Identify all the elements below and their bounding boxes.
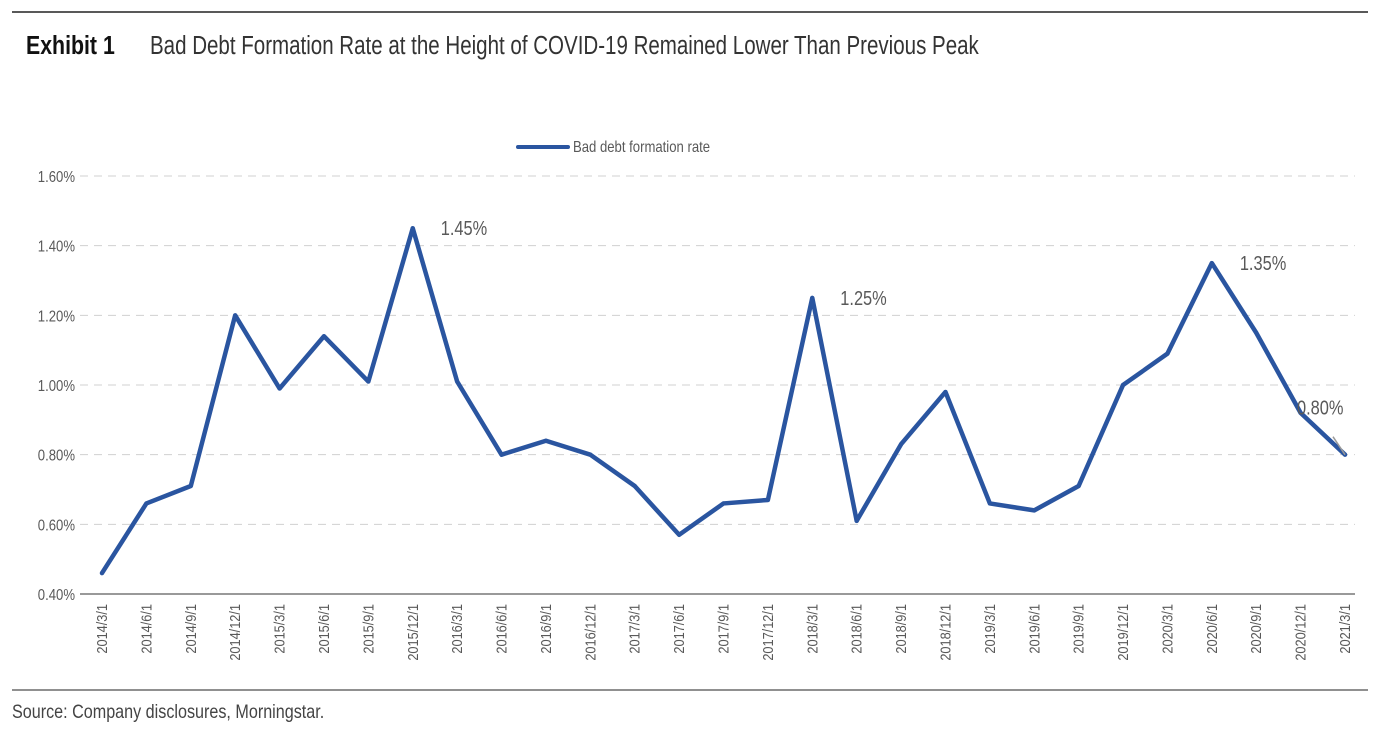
data-point <box>144 501 149 506</box>
legend-label: Bad debt formation rate <box>573 139 710 156</box>
x-tick-label: 2015/12/1 <box>404 604 421 661</box>
y-tick-label: 1.20% <box>38 308 75 325</box>
exhibit-label: Exhibit 1 <box>26 31 115 61</box>
data-point <box>499 452 504 457</box>
data-point <box>632 484 637 489</box>
x-tick-label: 2020/12/1 <box>1292 604 1309 661</box>
data-point <box>1032 508 1037 513</box>
y-tick-label: 0.80% <box>38 448 75 465</box>
x-tick-label: 2014/3/1 <box>93 604 110 654</box>
y-tick-label: 1.40% <box>38 239 75 256</box>
data-point <box>943 389 948 394</box>
x-tick-label: 2015/3/1 <box>271 604 288 654</box>
source-note: Source: Company disclosures, Morningstar… <box>12 701 324 723</box>
data-point <box>854 518 859 523</box>
x-tick-label: 2021/3/1 <box>1336 604 1353 654</box>
data-point <box>100 571 104 576</box>
series-line-group <box>99 226 1348 576</box>
y-axis-ticks: 0.40% 0.60% 0.80% 1.00% 1.20% 1.40% 1.60% <box>38 169 75 604</box>
x-tick-label: 2019/6/1 <box>1025 604 1042 654</box>
y-tick-label: 0.60% <box>38 517 75 534</box>
x-tick-label: 2017/3/1 <box>626 604 643 654</box>
x-tick-label: 2016/12/1 <box>581 604 598 661</box>
x-tick-label: 2018/9/1 <box>892 604 909 654</box>
x-tick-label: 2017/12/1 <box>759 604 776 661</box>
y-tick-label: 0.40% <box>38 587 75 604</box>
annotations: 1.45% 1.25% 1.35% 0.80% <box>441 217 1346 456</box>
data-point <box>721 501 726 506</box>
y-tick-label: 1.00% <box>38 378 75 395</box>
data-point <box>1298 410 1303 415</box>
x-tick-label: 2020/9/1 <box>1247 604 1264 654</box>
x-tick-label: 2018/3/1 <box>803 604 820 654</box>
data-point <box>233 313 238 318</box>
x-tick-label: 2015/6/1 <box>315 604 332 654</box>
data-point <box>1121 383 1126 387</box>
x-tick-label: 2019/9/1 <box>1070 604 1087 654</box>
gridlines <box>80 175 1355 595</box>
data-point <box>899 442 904 447</box>
x-tick-label: 2014/9/1 <box>182 604 199 654</box>
data-point <box>188 484 193 489</box>
x-tick-label: 2018/6/1 <box>848 604 865 654</box>
data-point <box>366 379 371 384</box>
x-axis-ticks: 2014/3/1 2014/6/1 2014/9/1 2014/12/1 2015/3/… <box>93 604 1353 661</box>
data-point <box>987 501 992 506</box>
y-tick-label: 1.60% <box>38 169 75 186</box>
data-point <box>410 226 415 231</box>
data-point <box>1209 261 1214 266</box>
x-tick-label: 2016/3/1 <box>448 604 465 654</box>
data-label: 0.80% <box>1297 396 1343 419</box>
x-tick-label: 2014/12/1 <box>226 604 243 661</box>
data-point <box>765 497 770 502</box>
data-point <box>455 379 460 384</box>
x-tick-label: 2019/3/1 <box>981 604 998 654</box>
x-tick-label: 2018/12/1 <box>936 604 953 661</box>
annotation-leader <box>1332 436 1346 456</box>
data-label: 1.35% <box>1240 251 1286 274</box>
data-point <box>321 334 326 339</box>
x-tick-label: 2016/6/1 <box>493 604 510 654</box>
x-tick-label: 2020/3/1 <box>1158 604 1175 654</box>
x-tick-label: 2019/12/1 <box>1114 604 1131 661</box>
x-tick-label: 2016/9/1 <box>537 604 554 654</box>
data-point <box>588 452 593 457</box>
x-tick-label: 2014/6/1 <box>137 604 154 654</box>
chart-title: Bad Debt Formation Rate at the Height of… <box>150 31 979 60</box>
data-point <box>1165 351 1170 356</box>
x-tick-label: 2017/6/1 <box>670 604 687 654</box>
x-tick-label: 2017/9/1 <box>714 604 731 654</box>
data-point <box>1076 484 1081 489</box>
x-tick-label: 2020/6/1 <box>1203 604 1220 654</box>
series-line-bad-debt-formation-rate <box>99 226 1348 576</box>
data-point <box>677 532 682 537</box>
data-label: 1.25% <box>840 286 886 309</box>
data-point <box>277 386 282 391</box>
x-tick-label: 2015/9/1 <box>359 604 376 654</box>
data-label: 1.45% <box>441 217 487 240</box>
data-point <box>810 295 815 300</box>
legend: Bad debt formation rate <box>516 139 710 156</box>
data-point <box>543 438 548 443</box>
data-point <box>1254 330 1259 335</box>
